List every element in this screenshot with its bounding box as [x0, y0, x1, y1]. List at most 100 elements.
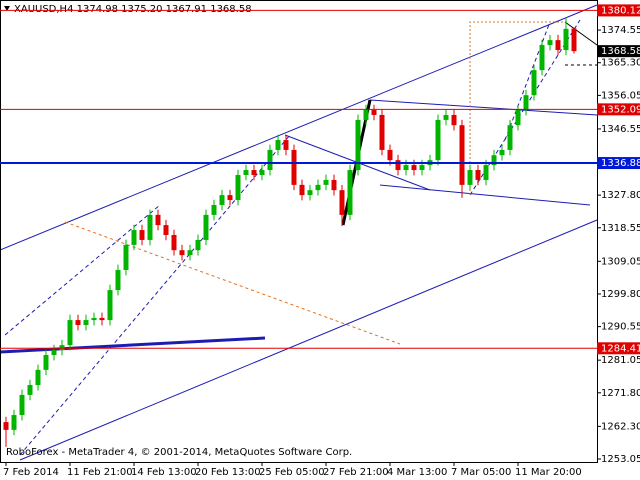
candle-body	[299, 184, 305, 196]
x-tick-label: 25 Feb 05:00	[259, 467, 325, 478]
y-tick-label: 1299.80	[601, 289, 640, 300]
header-icon	[4, 6, 10, 11]
candle-body	[107, 290, 113, 321]
x-tick-label: 11 Feb 21:00	[67, 467, 133, 478]
y-tick-label: 1318.55	[601, 223, 640, 234]
y-tick-label: 1281.05	[601, 355, 640, 366]
level-label: 1284.41	[601, 343, 640, 354]
candle-body	[243, 170, 249, 175]
level-label-box	[597, 45, 640, 58]
level-label-box	[597, 4, 640, 17]
candle-body	[355, 119, 361, 171]
candle-body	[131, 230, 137, 245]
candle-body	[203, 214, 209, 240]
candle-body	[211, 204, 217, 215]
candle-body	[571, 28, 577, 52]
candle-body	[115, 269, 121, 291]
candle-body	[323, 179, 329, 185]
candle-body	[227, 195, 233, 201]
candle-body	[259, 170, 265, 175]
y-tick-label: 1253.05	[601, 454, 640, 465]
triangle-line	[564, 21, 598, 46]
candle-body	[363, 110, 369, 120]
trend-line	[369, 99, 598, 116]
candle-body	[459, 125, 465, 185]
level-label-box	[597, 342, 640, 355]
candle-body	[163, 225, 169, 236]
x-tick-label: 7 Mar 05:00	[451, 467, 511, 478]
level-label: 1380.12	[601, 5, 640, 16]
candle-body	[475, 170, 481, 180]
candle-body	[99, 317, 105, 321]
candle-body	[3, 422, 9, 430]
candle-body	[43, 355, 49, 370]
candle-body	[35, 369, 41, 386]
candle-body	[11, 415, 17, 430]
candle-body	[67, 320, 73, 346]
candle-body	[51, 350, 57, 356]
x-tick-label: 7 Feb 2014	[3, 467, 59, 478]
plot-frame	[0, 0, 598, 463]
candle-body	[483, 165, 489, 180]
candle-body	[499, 149, 505, 156]
candle-body	[251, 170, 257, 175]
candle-body	[307, 190, 313, 196]
trend-line-thick	[0, 336, 266, 354]
candle-body	[467, 170, 473, 185]
candle-body	[219, 195, 225, 205]
y-tick-label: 1262.30	[601, 421, 640, 432]
candle-body	[443, 114, 449, 120]
x-tick-label: 27 Feb 21:00	[323, 467, 389, 478]
candle-body	[195, 239, 201, 251]
x-tick-label: 14 Feb 13:00	[131, 467, 197, 478]
y-tick-label: 1365.30	[601, 58, 640, 69]
y-tick-label: 1271.80	[601, 388, 640, 399]
x-tick-label: 11 Mar 20:00	[515, 467, 582, 478]
candle-body	[235, 174, 241, 201]
level-label: 1352.09	[601, 104, 640, 115]
candle-body	[171, 235, 177, 251]
candle-body	[387, 149, 393, 161]
candle-body	[419, 165, 425, 171]
watermark: RoboForex - MetaTrader 4, © 2001-2014, M…	[6, 447, 352, 458]
candle-body	[75, 320, 81, 326]
y-tick-label: 1290.55	[601, 322, 640, 333]
candle-body	[155, 214, 161, 226]
candle-body	[315, 184, 321, 191]
x-tick-label: 4 Mar 13:00	[387, 467, 447, 478]
candle-body	[539, 45, 545, 71]
y-tick-label: 1356.05	[601, 90, 640, 101]
level-label-box	[597, 103, 640, 116]
candle-body	[523, 95, 529, 111]
candle-body	[435, 119, 441, 161]
y-tick-label: 1374.55	[601, 25, 640, 36]
candle-body	[147, 214, 153, 240]
candle-body	[531, 70, 537, 96]
candle-body	[91, 317, 97, 321]
candle-body	[331, 179, 337, 191]
candle-body	[291, 149, 297, 185]
x-tick-label: 20 Feb 13:00	[195, 467, 261, 478]
channel-lower	[19, 219, 598, 461]
level-label-box	[597, 157, 640, 170]
y-tick-label: 1346.55	[601, 124, 640, 135]
candle-body	[491, 155, 497, 166]
candle-body	[451, 114, 457, 126]
y-tick-label: 1309.05	[601, 256, 640, 267]
candle-body	[395, 160, 401, 171]
candle-body	[555, 40, 561, 51]
candle-body	[19, 394, 25, 416]
candle-body	[339, 190, 345, 215]
candle-body	[139, 230, 145, 240]
candle-body	[515, 110, 521, 126]
candle-body	[275, 140, 281, 150]
candle-body	[379, 114, 385, 150]
candle-body	[507, 125, 513, 150]
candle-body	[411, 165, 417, 171]
level-label: 1336.88	[601, 158, 640, 169]
candle-body	[371, 110, 377, 115]
candle-body	[83, 320, 89, 326]
level-label: 1368.58	[601, 46, 640, 57]
candle-body	[403, 165, 409, 171]
